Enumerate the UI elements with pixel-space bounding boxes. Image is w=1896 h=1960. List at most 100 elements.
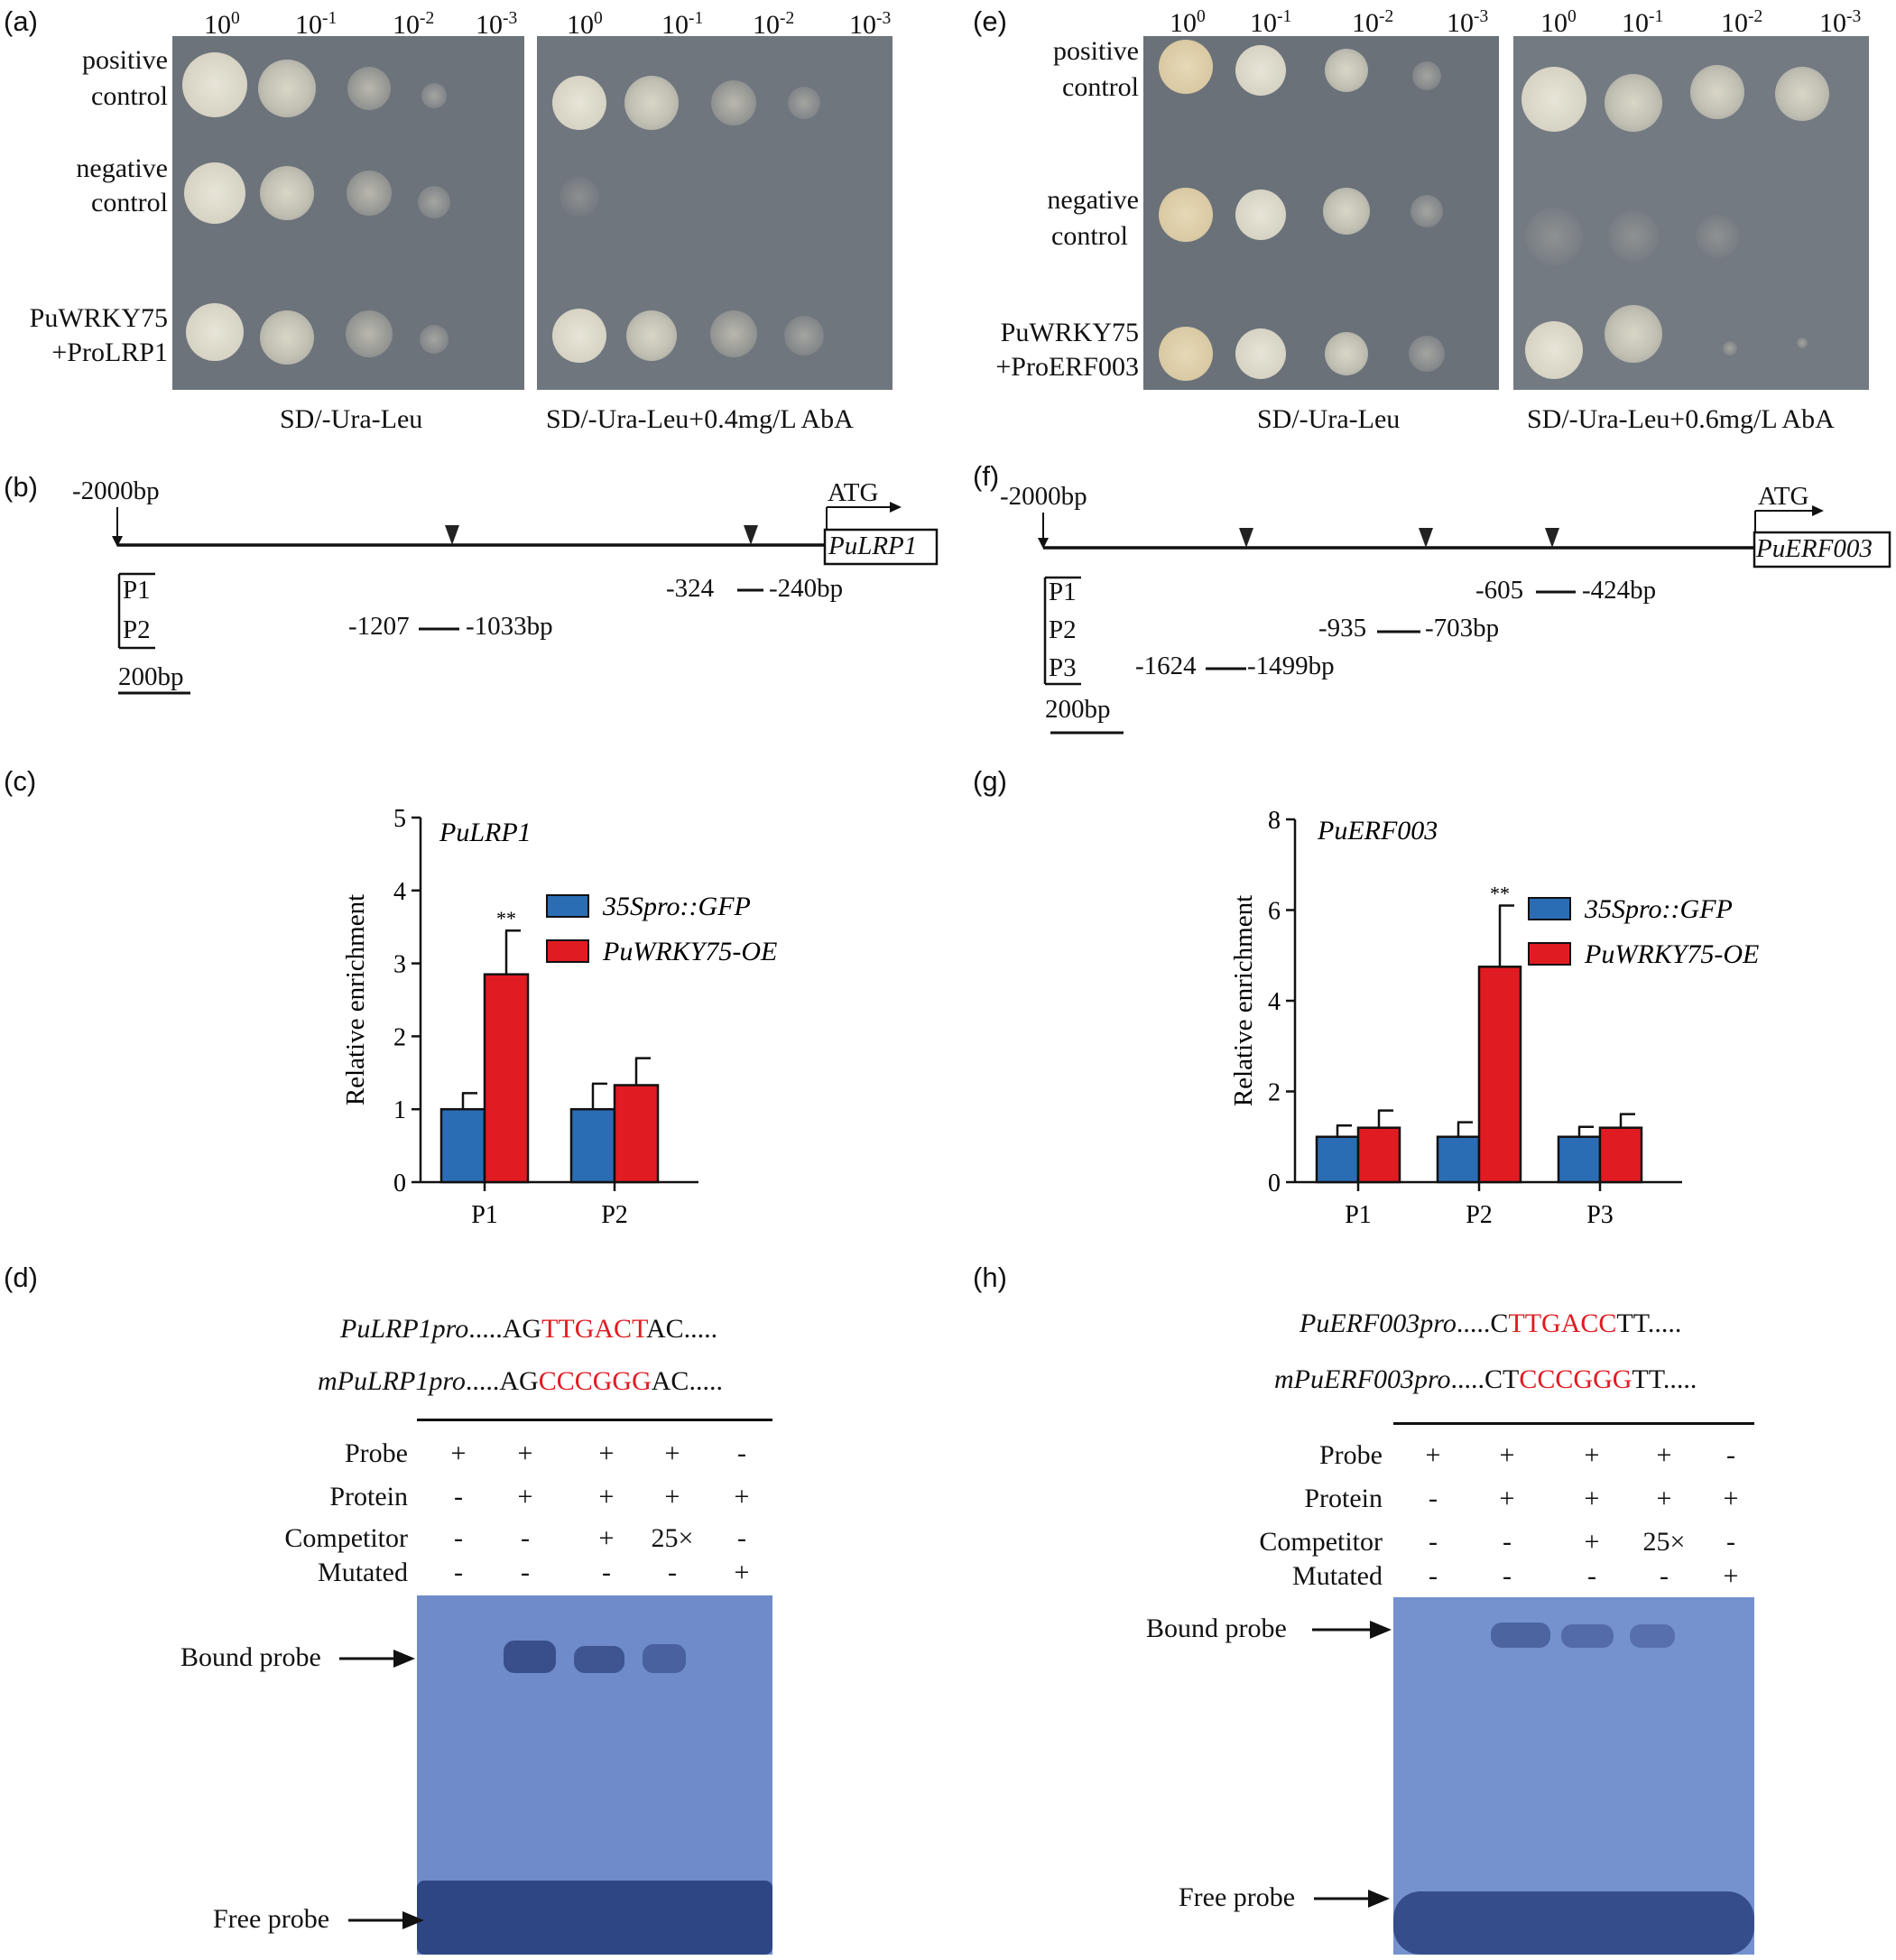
probe-name-f-p1: P1 (1049, 578, 1077, 606)
dilution-label: 10-1 (1250, 7, 1292, 38)
bound-probe-label-d: Bound probe (180, 1642, 321, 1672)
yeast-spot (1235, 328, 1286, 379)
probe-range-f-p1-start: -605 (1475, 576, 1524, 605)
chart-title: PuLRP1 (439, 818, 532, 847)
seq-line-d-2: mPuLRP1pro.....AGCCCGGGAC..... (318, 1366, 723, 1397)
plate-e-sd (1143, 36, 1499, 390)
emsa-cell: - (668, 1558, 677, 1587)
wbox-marker (744, 525, 758, 545)
mutated-site: CCCGGG (1519, 1364, 1632, 1394)
emsa-cell: - (1429, 1561, 1438, 1591)
row-label-construct-2: +ProLRP1 (51, 337, 168, 367)
emsa-row-label: Mutated (318, 1558, 408, 1587)
wbox-marker (445, 525, 459, 545)
emsa-cell: + (1584, 1484, 1600, 1513)
yeast-spot (420, 325, 449, 354)
row-label-negative: negative (76, 153, 168, 183)
emsa-row-label: Mutated (1292, 1561, 1383, 1591)
arrow-icon (1312, 1621, 1392, 1639)
panel-label-b: (b) (4, 471, 38, 503)
seq-flank: .....CT (1450, 1364, 1520, 1394)
x-tick-label: P1 (1345, 1201, 1372, 1229)
legend-swatch (546, 894, 589, 918)
plate-a-sd-label: SD/-Ura-Leu (280, 404, 423, 434)
y-tick-label: 4 (393, 878, 406, 906)
emsa-cell: + (1723, 1484, 1739, 1513)
emsa-row-label: Probe (345, 1438, 408, 1468)
promoter-map-f (1038, 505, 1891, 735)
emsa-cell: + (664, 1438, 680, 1468)
row-label-negative-2: control (91, 188, 168, 217)
probe-name-f-p3: P3 (1049, 653, 1077, 682)
row-label-negative-e-2: control (1051, 221, 1128, 251)
dilution-label: 10-3 (849, 9, 892, 40)
wbox-site: TTGACT (541, 1314, 646, 1344)
bar (1356, 1126, 1401, 1184)
arrow-icon (1314, 1890, 1390, 1908)
y-tick-label: 0 (393, 1170, 406, 1197)
yeast-spot (1412, 61, 1441, 90)
seq-name: PuERF003pro (1299, 1308, 1457, 1338)
seq-flank: .....C (1456, 1308, 1509, 1338)
chart-c: 0 1 2 3 4 5 P1 P2 ** PuLRP1 Relative enrichment 35S… (341, 805, 777, 1229)
emsa-cell: - (737, 1523, 746, 1553)
yeast-spot (1325, 49, 1368, 92)
plate-a-aba-label: SD/-Ura-Leu+0.4mg/L AbA (546, 404, 854, 434)
probe-range-b-p2-start: -1207 (348, 612, 410, 641)
emsa-row-label: Competitor (1259, 1527, 1383, 1557)
yeast-spot (1723, 341, 1737, 356)
yeast-spot (552, 76, 606, 130)
yeast-spot (1605, 305, 1662, 363)
y-axis-label: Relative enrichment (1229, 895, 1258, 1106)
bar (613, 1084, 660, 1184)
emsa-cell: - (737, 1438, 746, 1468)
yeast-spot (346, 310, 393, 357)
free-probe-label-d: Free probe (213, 1904, 330, 1934)
emsa-cell: + (598, 1482, 615, 1512)
dilution-label: 10-2 (393, 9, 435, 40)
probe-name-b-p1: P1 (123, 576, 151, 605)
dilution-label: 10-1 (295, 9, 338, 40)
significance-mark: ** (1490, 882, 1510, 904)
yeast-spot (788, 87, 820, 119)
promoter-start-f: -2000bp (1000, 482, 1087, 511)
yeast-spot (186, 303, 244, 361)
bound-probe-label-h: Bound probe (1146, 1613, 1287, 1643)
y-tick-label: 5 (393, 805, 406, 833)
emsa-row-label: Competitor (284, 1523, 408, 1553)
row-label-positive-e: positive (1053, 36, 1139, 66)
yeast-spot (1605, 74, 1662, 132)
row-label-construct: PuWRKY75 (29, 303, 168, 333)
dilution-label: 10-1 (661, 9, 704, 40)
bar (1557, 1135, 1602, 1184)
significance-mark: ** (496, 907, 516, 929)
panel-label-e: (e) (973, 5, 1007, 37)
yeast-spot (1325, 332, 1368, 375)
emsa-cell: + (1425, 1440, 1441, 1470)
yeast-spot (1521, 67, 1586, 132)
probe-range-f-p3-start: -1624 (1135, 652, 1197, 680)
emsa-cell: + (734, 1482, 750, 1512)
y-tick-label: 0 (1268, 1170, 1281, 1197)
yeast-spot (1409, 336, 1445, 372)
dilution-label: 10-2 (1721, 7, 1763, 38)
yeast-spot (1690, 65, 1744, 119)
yeast-spot (182, 52, 247, 117)
emsa-cell: - (1503, 1527, 1512, 1557)
y-tick-label: 2 (393, 1023, 406, 1051)
emsa-cell: + (598, 1438, 615, 1468)
free-probe-label-h: Free probe (1179, 1882, 1296, 1912)
emsa-cell: + (734, 1558, 750, 1587)
emsa-cell: - (1429, 1527, 1438, 1557)
x-tick-label: P2 (1466, 1201, 1493, 1229)
row-label-negative-e: negative (1047, 185, 1139, 215)
yeast-spot (1159, 188, 1213, 242)
emsa-cell: + (1584, 1527, 1600, 1557)
seq-flank: .....AG (468, 1314, 542, 1344)
chart-title: PuERF003 (1317, 816, 1438, 846)
yeast-spot (626, 310, 677, 361)
seq-flank: TT..... (1616, 1308, 1682, 1338)
row-label-construct-e: PuWRKY75 (1000, 318, 1139, 347)
yeast-spot (710, 310, 757, 357)
yeast-spot (624, 76, 679, 130)
